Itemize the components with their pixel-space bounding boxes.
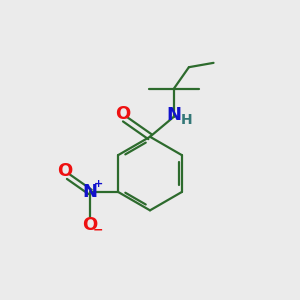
Text: O: O bbox=[82, 216, 98, 234]
Text: O: O bbox=[116, 105, 131, 123]
Text: +: + bbox=[94, 179, 103, 189]
Text: H: H bbox=[181, 113, 193, 128]
Text: −: − bbox=[93, 223, 104, 236]
Text: O: O bbox=[57, 163, 73, 181]
Text: N: N bbox=[166, 106, 181, 124]
Text: N: N bbox=[83, 183, 98, 201]
